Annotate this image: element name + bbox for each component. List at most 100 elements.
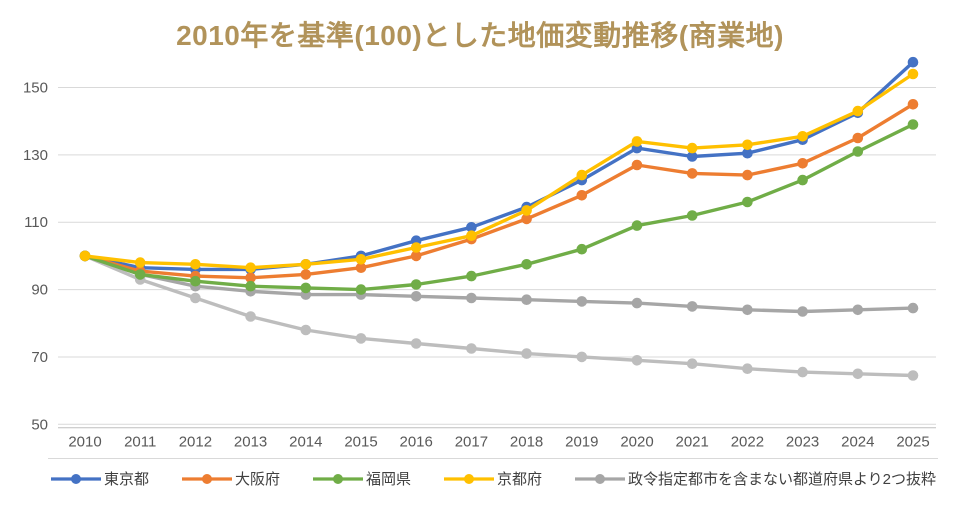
series-osaka-point [576,190,588,201]
legend-item-2: 福岡県 [312,468,411,489]
y-tick-label: 90 [31,282,48,299]
x-tick-label: 2025 [896,433,929,450]
series-fukuoka-point [907,119,919,130]
series-gray-steep-point [797,366,808,378]
series-gray-steep-point [355,333,367,344]
series-fukuoka-point [466,270,477,282]
series-kyoto-point [245,262,256,273]
chart-title: 2010年を基準(100)とした地価変動推移(商業地) [176,20,784,51]
series-fukuoka-point [410,279,422,290]
series-gray-flat-point [521,294,532,305]
legend-item-0: 東京都 [50,468,149,489]
x-tick-label: 2019 [565,433,598,450]
series-gray-flat-point [410,291,422,302]
series-kyoto-point [355,254,367,265]
series-tokyo-point [907,56,919,68]
series-kyoto-point [576,169,588,181]
series-kyoto-point [907,68,919,80]
series-osaka-point [852,132,864,144]
series-gray-steep-point [576,351,588,363]
series-gray-steep-point [521,348,532,359]
series-fukuoka-point [134,269,146,280]
x-tick-label: 2018 [510,433,543,450]
series-osaka-point [245,272,256,284]
series-kyoto-point [79,250,91,262]
series-gray-steep-point [686,358,698,370]
series-fukuoka-point [631,220,643,231]
series-tokyo-point [686,151,698,162]
legend-marker-icon [312,473,363,484]
series-tokyo-point [466,222,477,233]
x-tick-label: 2020 [620,433,653,450]
series-gray-steep-point [410,338,422,349]
series-kyoto-point [686,142,698,154]
series-gray-flat-point [907,302,919,314]
series-kyoto-point [852,105,864,117]
series-gray-steep-point [631,355,643,366]
series-tokyo-line [84,60,915,272]
series-osaka-point [300,269,312,280]
legend-label: 福岡県 [365,471,411,488]
y-tick-label: 110 [24,214,48,231]
series-gray-steep-point [907,370,919,381]
series-gray-flat-point [742,304,753,316]
series-gray-flat-point [797,306,808,317]
series-fukuoka-point [576,243,588,255]
series-gray-flat-point [686,301,698,312]
chart-legend: 東京都 大阪府 福岡県 京都府 政令指定都市を含まない都道府県より2つ抜粋 [48,458,938,497]
x-tick-label: 2016 [400,433,433,450]
series-kyoto-point [521,205,532,216]
legend-item-3: 京都府 [443,468,542,489]
series-osaka-point [631,159,643,171]
series-osaka-point [355,262,367,273]
x-tick-label: 2010 [68,433,101,450]
x-tick-label: 2014 [289,433,322,450]
series-kyoto-point [466,230,477,241]
x-tick-label: 2021 [676,433,709,450]
series-fukuoka-point [300,282,312,294]
x-tick-label: 2015 [344,433,377,450]
series-osaka-line [84,102,914,280]
legend-item-1: 大阪府 [181,468,280,489]
series-fukuoka-point [190,275,201,287]
series-fukuoka-point [742,196,753,208]
line-chart: 50 70 90 110 130 150 2010 2011 2012 2013 2014 2015 2… [23,56,936,450]
y-tick-label: 50 [31,416,48,433]
legend-marker-icon [574,473,625,484]
legend-label: 大阪府 [234,471,280,488]
series-kyoto-point [190,259,201,270]
series-osaka-point [686,168,698,179]
series-gray-steep-point [742,363,753,375]
series-kyoto-point [797,131,808,142]
series-osaka-point [907,99,919,110]
series-fukuoka-point [521,259,532,270]
series-kyoto-point [631,136,643,147]
series-gray-steep-point [852,368,864,380]
series-gray-flat-line [84,254,914,314]
y-tick-label: 70 [31,349,48,366]
series-gray-steep-line [84,254,914,378]
legend-label: 京都府 [496,471,542,488]
series-gray-flat-point [466,292,477,304]
y-tick-label: 130 [23,147,48,164]
x-tick-label: 2012 [179,433,212,450]
legend-label: 東京都 [104,471,150,488]
legend-marker-icon [181,473,232,484]
series-gray-steep-point [190,292,201,304]
x-tick-label: 2024 [841,433,874,450]
series-osaka-point [797,158,808,169]
x-tick-label: 2022 [731,433,764,450]
x-tick-label: 2011 [124,433,156,450]
series-fukuoka-line [84,122,914,292]
y-tick-label: 150 [23,80,48,97]
plot-area: 50 70 90 110 130 150 2010 2011 2012 2013 2014 2015 2… [0,56,960,456]
x-tick-label: 2017 [455,433,488,450]
legend-marker-icon [51,473,101,484]
series-tokyo-point [742,147,753,159]
legend-label: 政令指定都市を含まない都道府県より2つ抜粋 [627,471,936,488]
x-tick-label: 2013 [234,433,267,450]
series-fukuoka-point [245,280,256,292]
series-gray-flat-point [576,296,588,307]
x-tick-label: 2023 [786,433,819,450]
series-kyoto-point [300,259,312,270]
